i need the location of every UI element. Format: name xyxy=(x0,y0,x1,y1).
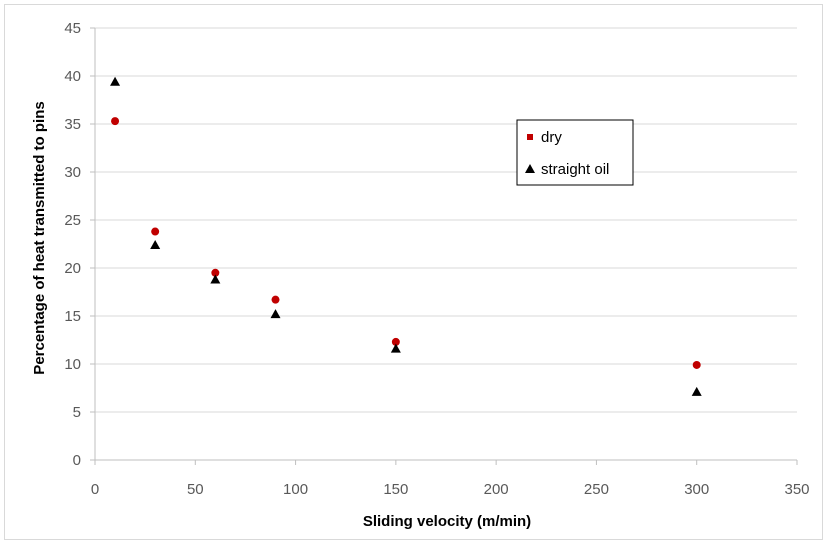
x-tick-label: 350 xyxy=(784,481,809,498)
data-point-dry xyxy=(271,295,280,304)
legend-label: dry xyxy=(541,129,562,146)
y-tick-label: 40 xyxy=(64,68,81,85)
data-point-straight-oil xyxy=(691,386,702,396)
data-point-straight-oil xyxy=(110,76,121,86)
x-tick-label: 100 xyxy=(283,481,308,498)
data-point-dry xyxy=(692,360,701,369)
x-axis-title: Sliding velocity (m/min) xyxy=(363,513,531,530)
y-tick-labels: 0 5 10 15 20 25 30 35 40 45 xyxy=(64,20,81,469)
y-tick-label: 25 xyxy=(64,212,81,229)
x-tick-label: 150 xyxy=(383,481,408,498)
legend-marker-straight-oil xyxy=(525,164,535,173)
x-tick-label: 200 xyxy=(484,481,509,498)
grid-lines xyxy=(95,27,797,413)
data-point-straight-oil xyxy=(210,274,221,284)
series-dry xyxy=(111,117,701,369)
data-point-dry xyxy=(211,268,220,277)
legend: dry straight oil xyxy=(516,119,634,186)
y-tick-label: 0 xyxy=(73,452,81,469)
chart-frame xyxy=(4,4,823,540)
y-axis-title: Percentage of heat transmitted to pins xyxy=(31,101,48,374)
x-tick-label: 0 xyxy=(91,481,99,498)
data-point-dry xyxy=(151,227,160,236)
legend-box xyxy=(516,119,634,186)
legend-label: straight oil xyxy=(541,161,609,178)
axes xyxy=(90,27,798,465)
data-point-straight-oil xyxy=(390,343,401,353)
y-tick-label: 30 xyxy=(64,164,81,181)
legend-marker-dry xyxy=(527,134,533,140)
x-tick-label: 300 xyxy=(684,481,709,498)
x-tick-labels: 0 50 100 150 200 250 300 350 xyxy=(91,481,810,498)
data-point-straight-oil xyxy=(150,239,161,249)
y-tick-label: 35 xyxy=(64,116,81,133)
data-points xyxy=(110,76,702,396)
series-straight-oil xyxy=(110,76,702,396)
x-tick-label: 250 xyxy=(584,481,609,498)
y-tick-label: 45 xyxy=(64,20,81,37)
y-tick-label: 20 xyxy=(64,260,81,277)
y-tick-label: 10 xyxy=(64,356,81,373)
y-tick-label: 5 xyxy=(73,404,81,421)
data-point-straight-oil xyxy=(270,309,281,319)
x-tick-label: 50 xyxy=(187,481,204,498)
y-tick-label: 15 xyxy=(64,308,81,325)
data-point-dry xyxy=(111,117,120,126)
data-point-dry xyxy=(391,337,400,346)
